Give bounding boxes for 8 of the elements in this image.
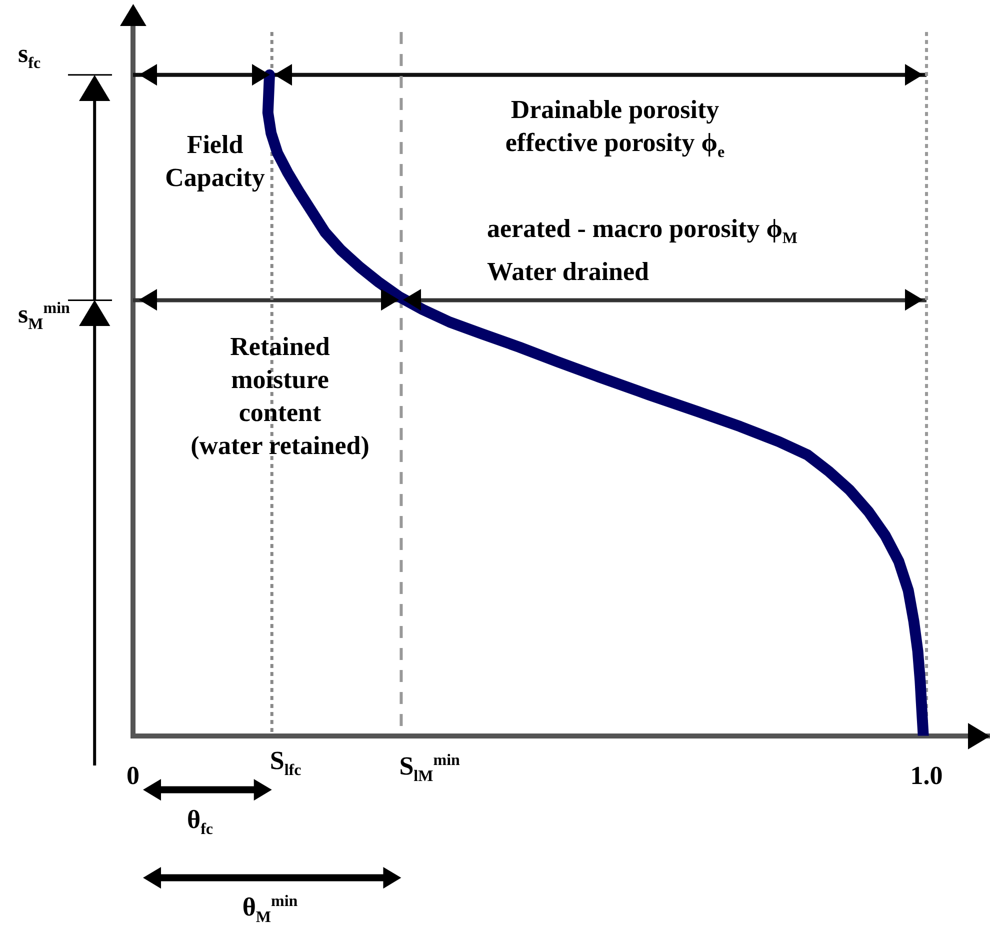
x-tick-label: 1.0 — [910, 761, 943, 790]
ref-line-label: s$_{fc}$ — [18, 38, 41, 74]
text: aerated - macro porosity ϕ$_{M}$ Water drained — [487, 214, 798, 286]
annotation: Retained moisture content (water retained) — [190, 331, 370, 462]
annotation: Drainable porosity effective porosity ϕ$_{e}$ — [504, 94, 726, 164]
annotation: Field Capacity — [164, 129, 266, 194]
text: θ$_{fc}$ — [186, 804, 214, 840]
x-tick-label: 0 — [126, 761, 140, 790]
